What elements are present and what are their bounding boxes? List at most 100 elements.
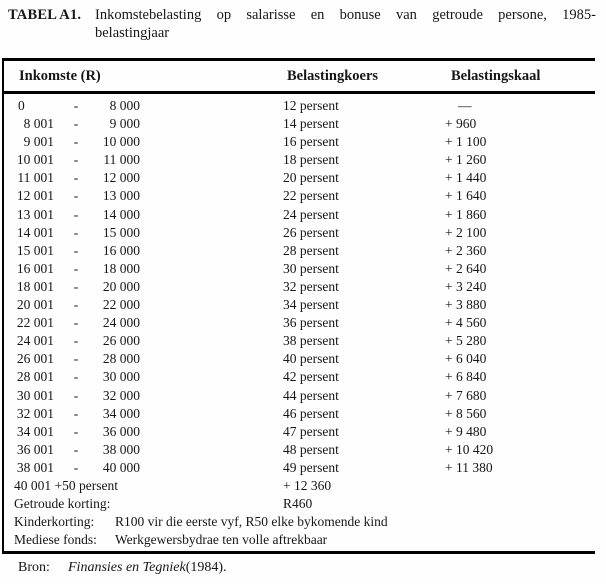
- range-dash: -: [73, 116, 79, 132]
- income-lower-bound: 18 001: [16, 278, 54, 294]
- range-dash: -: [73, 278, 79, 294]
- range-dash: -: [73, 297, 79, 313]
- income-upper-bound: 28 000: [102, 351, 140, 367]
- income-upper-bound: 26 000: [102, 333, 140, 349]
- income-lower-bound: 12 001: [16, 188, 54, 204]
- income-lower-bound: 32 001: [16, 405, 54, 421]
- income-upper-bound: 11 000: [103, 152, 140, 168]
- table-row: 34 001 - 36 000 47 persent + 9 480: [4, 423, 595, 441]
- range-dash: -: [73, 188, 79, 204]
- tax-scale: + 2 640: [445, 260, 487, 276]
- tax-scale: + 11 380: [445, 459, 493, 475]
- tax-rate: 22 persent: [283, 188, 339, 204]
- source-work-title: Finansies en Tegniek: [68, 560, 186, 575]
- table-row: 32 001 - 34 000 46 persent + 8 560: [4, 405, 595, 423]
- summary-label: Kinderkorting:: [14, 514, 95, 530]
- table-row: 36 001 - 38 000 48 persent + 10 420: [4, 441, 595, 459]
- column-header-belastingkoers: Belastingkoers: [287, 68, 379, 84]
- income-upper-bound: 40 000: [102, 459, 140, 475]
- range-dash: -: [73, 387, 79, 403]
- tax-rate: 34 persent: [283, 297, 339, 313]
- range-dash: -: [73, 170, 79, 186]
- tax-rate: 32 persent: [283, 278, 339, 294]
- column-header-belastingskaal: Belastingskaal: [451, 68, 541, 84]
- table-row: 9 001 - 10 000 16 persent + 1 100: [4, 133, 595, 151]
- source-label: Bron:: [18, 560, 50, 575]
- summary-label: Mediese fonds:: [14, 532, 97, 548]
- table-summary-row: Getroude korting: R460: [4, 495, 595, 513]
- tax-scale: + 3 880: [445, 297, 487, 313]
- income-lower-bound: 14 001: [16, 224, 54, 240]
- income-lower-bound: 10 001: [16, 152, 54, 168]
- income-upper-bound: 14 000: [102, 206, 140, 222]
- tax-scale: + 3 240: [445, 278, 487, 294]
- tax-scale: + 5 280: [445, 333, 487, 349]
- tax-rate: 16 persent: [283, 134, 339, 150]
- range-dash: -: [73, 423, 79, 439]
- tax-rate: 46 persent: [283, 405, 339, 421]
- range-dash: -: [73, 351, 79, 367]
- income-lower-bound: 28 001: [16, 369, 54, 385]
- table-row: 0 - 8 000 12 persent —: [4, 97, 595, 115]
- income-lower-bound: 8 001: [23, 116, 54, 132]
- table-row: 24 001 - 26 000 38 persent + 5 280: [4, 332, 595, 350]
- range-dash: -: [73, 206, 79, 222]
- income-upper-bound: 30 000: [102, 369, 140, 385]
- tax-rate: 12 persent: [283, 98, 339, 113]
- range-dash: -: [73, 333, 79, 349]
- income-lower-bound: 34 001: [16, 423, 54, 439]
- table-row: 20 001 - 22 000 34 persent + 3 880: [4, 296, 595, 314]
- income-upper-bound: 18 000: [102, 260, 140, 276]
- caption-text: Inkomstebelasting op salarisse en bonuse…: [95, 7, 596, 42]
- summary-value: R460: [283, 496, 313, 512]
- tax-rate: 44 persent: [283, 387, 339, 403]
- tax-scale: + 1 640: [445, 188, 487, 204]
- summary-label: 40 001 +50 persent: [14, 477, 118, 493]
- income-lower-bound: 24 001: [16, 333, 54, 349]
- tax-scale: + 1 440: [445, 170, 487, 186]
- income-upper-bound: 8 000: [109, 98, 140, 113]
- range-dash: -: [73, 459, 79, 475]
- table-row: 10 001 - 11 000 18 persent + 1 260: [4, 151, 595, 169]
- tax-rate: 40 persent: [283, 351, 339, 367]
- source-note: Bron: Finansies en Tegniek(1984).: [18, 560, 227, 576]
- income-upper-bound: 36 000: [102, 423, 140, 439]
- range-dash: -: [73, 315, 79, 331]
- income-upper-bound: 24 000: [102, 315, 140, 331]
- range-dash: -: [73, 405, 79, 421]
- table-summary-row: Mediese fonds: Werkgewersbydrae ten voll…: [4, 531, 595, 549]
- income-lower-bound: 16 001: [16, 260, 54, 276]
- tax-rate: 24 persent: [283, 206, 339, 222]
- income-lower-bound: 36 001: [16, 441, 54, 457]
- income-lower-bound: 20 001: [16, 297, 54, 313]
- table-caption: TABEL A1. Inkomstebelasting op salarisse…: [8, 7, 596, 42]
- income-upper-bound: 16 000: [102, 242, 140, 258]
- tax-scale: + 9 480: [445, 423, 487, 439]
- table-row: 13 001 - 14 000 24 persent + 1 860: [4, 206, 595, 224]
- summary-label: Getroude korting:: [14, 496, 111, 512]
- range-dash: -: [73, 369, 79, 385]
- tax-scale: + 4 560: [445, 315, 487, 331]
- tax-rate: 48 persent: [283, 441, 339, 457]
- income-lower-bound: 9 001: [23, 134, 54, 150]
- income-upper-bound: 12 000: [102, 170, 140, 186]
- tax-scale: + 2 100: [445, 224, 487, 240]
- tax-scale: + 1 100: [445, 134, 487, 150]
- table-row: 30 001 - 32 000 44 persent + 7 680: [4, 387, 595, 405]
- tax-table: Inkomste (R) Belastingkoers Belastingska…: [2, 58, 595, 555]
- range-dash: -: [73, 134, 79, 150]
- income-lower-bound: 22 001: [16, 315, 54, 331]
- tax-scale: + 1 260: [445, 152, 487, 168]
- caption-line-2: belastingjaar: [95, 24, 170, 41]
- table-row: 26 001 - 28 000 40 persent + 6 040: [4, 350, 595, 368]
- summary-value: R100 vir die eerste vyf, R50 elke bykome…: [115, 514, 388, 530]
- range-dash: -: [73, 242, 79, 258]
- table-row: 8 001 - 9 000 14 persent + 960: [4, 115, 595, 133]
- income-upper-bound: 15 000: [102, 224, 140, 240]
- tax-scale: + 960: [445, 116, 477, 132]
- tax-scale: + 7 680: [445, 387, 487, 403]
- table-row: 11 001 - 12 000 20 persent + 1 440: [4, 169, 595, 187]
- income-upper-bound: 9 000: [109, 116, 140, 132]
- tax-scale: + 6 840: [445, 369, 487, 385]
- tax-scale: —: [458, 98, 472, 113]
